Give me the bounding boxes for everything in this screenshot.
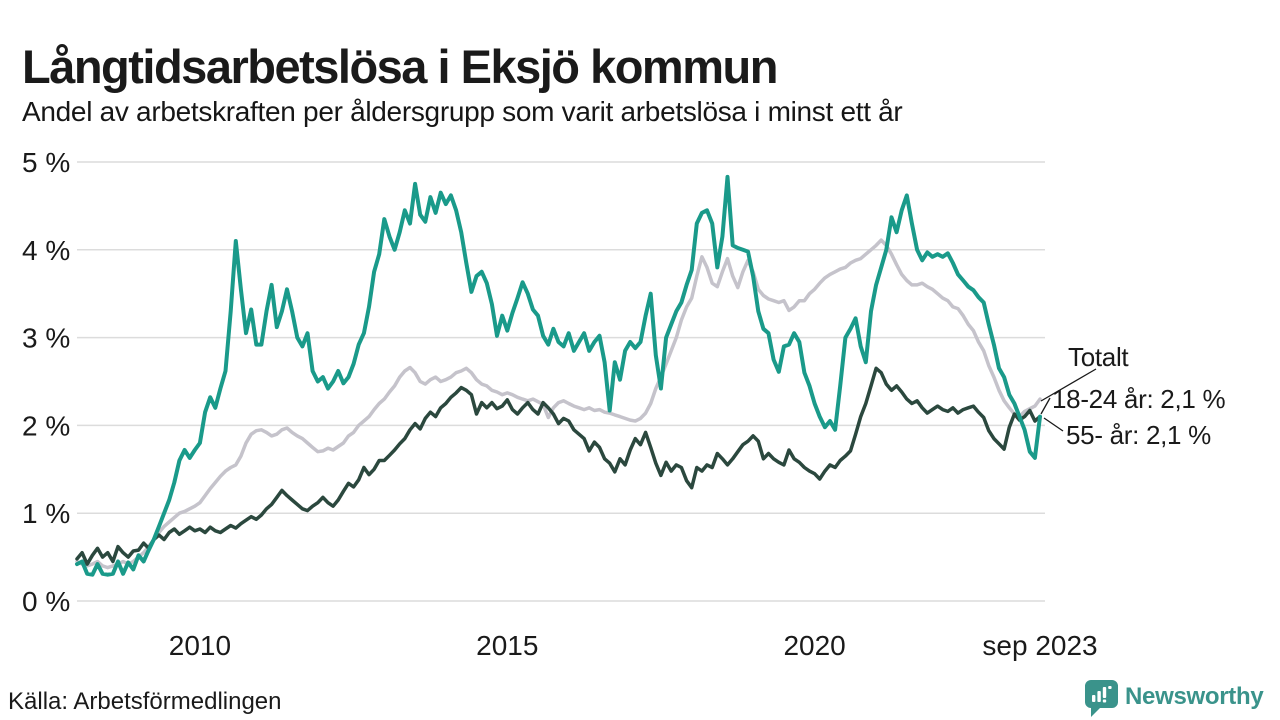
- y-tick-label: 5 %: [22, 147, 70, 178]
- y-tick-label: 0 %: [22, 586, 70, 617]
- x-tick-label: sep 2023: [982, 630, 1097, 661]
- brand-name: Newsworthy: [1125, 683, 1264, 710]
- source-note: Källa: Arbetsförmedlingen: [8, 688, 282, 715]
- x-tick-label: 2015: [476, 630, 538, 661]
- series-label-55: 55- år: 2,1 %: [1066, 420, 1211, 450]
- series-line-1824r: [75, 174, 1042, 577]
- y-tick-label: 2 %: [22, 410, 70, 441]
- newsworthy-logo: Newsworthy: [1085, 680, 1264, 718]
- y-tick-label: 1 %: [22, 498, 70, 529]
- leader-totalt: [1040, 368, 1097, 402]
- x-tick-label: 2010: [169, 630, 231, 661]
- chart-subtitle: Andel av arbetskraften per åldersgrupp s…: [22, 96, 903, 127]
- line-chart: 0 % 1 % 2 % 3 % 4 % 5 % 2010 2015 2020 sep 2023: [22, 147, 1098, 661]
- y-tick-label: 3 %: [22, 323, 70, 354]
- y-tick-label: 4 %: [22, 235, 70, 266]
- leader-55: [1043, 417, 1064, 432]
- series-label-totalt: Totalt: [1068, 342, 1129, 372]
- leader-18-24: [1040, 397, 1051, 415]
- series-line-Totalt: [75, 238, 1042, 570]
- x-tick-label: 2020: [783, 630, 845, 661]
- series-label-18-24: 18-24 år: 2,1 %: [1052, 384, 1226, 414]
- bar-chart-speech-bubble-icon: [1085, 680, 1118, 717]
- series-line-55r: [75, 366, 1042, 566]
- page-title: Långtidsarbetslösa i Eksjö kommun: [22, 40, 778, 94]
